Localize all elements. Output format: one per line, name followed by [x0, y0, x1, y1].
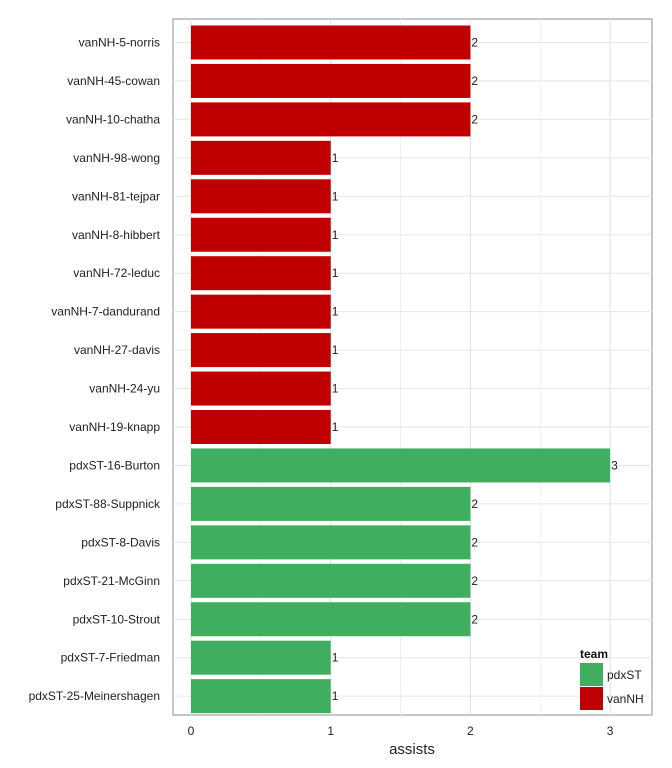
legend-label-vanNH: vanNH: [607, 692, 644, 706]
legend: team pdxST vanNH: [580, 647, 644, 710]
bar: [191, 448, 611, 483]
legend-title: team: [580, 647, 608, 661]
category-tick-label: pdxST-88-Suppnick: [55, 497, 161, 511]
x-tick-label: 3: [607, 724, 614, 738]
category-tick-label: vanNH-7-dandurand: [51, 305, 160, 319]
bar: [191, 63, 471, 98]
data-label: 2: [471, 36, 478, 50]
category-tick-label: vanNH-8-hibbert: [72, 228, 161, 242]
bar: [191, 140, 331, 175]
category-tick-label: vanNH-5-norris: [79, 36, 160, 50]
category-tick-label: vanNH-72-leduc: [73, 266, 160, 280]
data-label: 1: [332, 151, 339, 165]
category-tick-label: vanNH-10-chatha: [66, 112, 160, 126]
data-label: 1: [332, 343, 339, 357]
bar: [191, 563, 471, 598]
legend-key-vanNH: [580, 687, 603, 710]
legend-key-pdxST: [580, 663, 603, 686]
data-label: 2: [471, 112, 478, 126]
category-tick-label: vanNH-27-davis: [74, 343, 160, 357]
bar: [191, 371, 331, 406]
category-tick-label: vanNH-24-yu: [89, 382, 160, 396]
category-tick-label: vanNH-45-cowan: [67, 74, 160, 88]
category-tick-label: pdxST-10-Strout: [73, 612, 161, 626]
bar: [191, 410, 331, 444]
data-label: 2: [471, 574, 478, 588]
data-label: 1: [332, 266, 339, 280]
data-label: 1: [332, 305, 339, 319]
category-labels: vanNH-5-norris vanNH-45-cowan vanNH-10-cha…: [29, 36, 161, 704]
bar: [191, 25, 471, 60]
category-tick-label: pdxST-25-Meinershagen: [29, 689, 160, 703]
data-label: 1: [332, 689, 339, 703]
bar: [191, 525, 471, 560]
bars: 2 2 2 1 1 1 1 1 1 1 1 3 2 2 2 2 1 1: [191, 25, 618, 714]
x-tick-label: 0: [188, 724, 195, 738]
data-label: 2: [471, 497, 478, 511]
bar: [191, 640, 331, 675]
bar: [191, 179, 331, 214]
data-label: 1: [332, 651, 339, 665]
category-tick-label: vanNH-81-tejpar: [72, 189, 160, 203]
x-axis-title: assists: [389, 741, 435, 758]
category-tick-label: pdxST-16-Burton: [69, 458, 160, 472]
data-label: 2: [471, 535, 478, 549]
bar: [191, 217, 331, 252]
bar: [191, 486, 471, 521]
bar: [191, 102, 471, 137]
data-label: 3: [611, 458, 618, 472]
legend-label-pdxST: pdxST: [607, 668, 642, 682]
bar: [191, 679, 331, 714]
data-label: 2: [471, 74, 478, 88]
data-label: 1: [332, 228, 339, 242]
bar: [191, 602, 471, 637]
category-tick-label: vanNH-98-wong: [73, 151, 160, 165]
x-tick-label: 1: [327, 724, 334, 738]
category-tick-label: pdxST-8-Davis: [81, 535, 160, 549]
category-tick-label: vanNH-19-knapp: [69, 420, 160, 434]
data-label: 1: [332, 382, 339, 396]
data-label: 1: [332, 189, 339, 203]
bar: [191, 333, 331, 368]
data-label: 2: [471, 612, 478, 626]
x-axis: 0 1 2 3: [188, 724, 614, 738]
data-label: 1: [332, 420, 339, 434]
bar: [191, 256, 331, 291]
category-tick-label: pdxST-21-McGinn: [63, 574, 160, 588]
x-tick-label: 2: [467, 724, 474, 738]
category-tick-label: pdxST-7-Friedman: [61, 651, 160, 665]
bar: [191, 294, 331, 329]
